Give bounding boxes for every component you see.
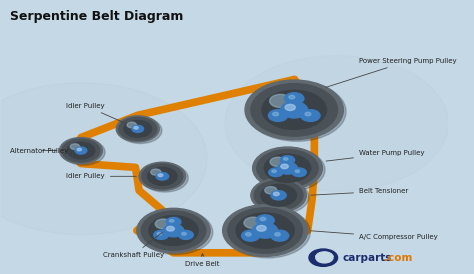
Circle shape bbox=[75, 147, 87, 154]
Circle shape bbox=[261, 184, 296, 206]
Circle shape bbox=[264, 154, 311, 182]
Text: A/C Compressor Pulley: A/C Compressor Pulley bbox=[311, 231, 438, 240]
Text: Alternator Pulley: Alternator Pulley bbox=[10, 148, 69, 153]
Circle shape bbox=[255, 149, 325, 191]
Circle shape bbox=[151, 169, 161, 175]
Circle shape bbox=[147, 167, 177, 185]
Circle shape bbox=[281, 164, 288, 169]
Circle shape bbox=[137, 208, 210, 253]
Circle shape bbox=[134, 127, 138, 129]
Circle shape bbox=[236, 213, 294, 248]
Circle shape bbox=[244, 217, 263, 229]
Circle shape bbox=[268, 110, 288, 121]
Circle shape bbox=[253, 223, 278, 238]
Circle shape bbox=[139, 210, 213, 255]
Circle shape bbox=[142, 164, 188, 192]
Circle shape bbox=[264, 187, 277, 194]
Text: Crankshaft Pulley: Crankshaft Pulley bbox=[103, 232, 164, 258]
Circle shape bbox=[223, 205, 308, 256]
Circle shape bbox=[166, 226, 174, 231]
Text: Power Steering Pump Pulley: Power Steering Pump Pulley bbox=[326, 58, 456, 87]
Circle shape bbox=[141, 211, 206, 250]
Circle shape bbox=[178, 230, 193, 239]
Circle shape bbox=[246, 233, 251, 236]
Circle shape bbox=[225, 56, 448, 191]
Circle shape bbox=[281, 156, 295, 164]
Text: Idler Pulley: Idler Pulley bbox=[66, 173, 137, 179]
Text: carparts: carparts bbox=[343, 253, 392, 263]
Circle shape bbox=[142, 164, 183, 189]
Circle shape bbox=[127, 122, 137, 128]
Circle shape bbox=[0, 83, 207, 235]
Circle shape bbox=[116, 116, 159, 142]
Circle shape bbox=[251, 84, 337, 136]
Circle shape bbox=[273, 112, 279, 116]
Circle shape bbox=[157, 232, 162, 235]
Circle shape bbox=[169, 219, 174, 222]
Circle shape bbox=[254, 181, 303, 210]
Circle shape bbox=[284, 93, 304, 104]
Circle shape bbox=[289, 95, 295, 99]
Circle shape bbox=[285, 104, 295, 110]
Circle shape bbox=[70, 144, 80, 150]
Circle shape bbox=[166, 218, 181, 226]
Circle shape bbox=[295, 170, 300, 173]
Circle shape bbox=[272, 170, 276, 173]
Circle shape bbox=[62, 139, 105, 165]
Text: Drive Belt: Drive Belt bbox=[185, 254, 220, 267]
Circle shape bbox=[154, 230, 169, 239]
Circle shape bbox=[77, 148, 82, 151]
Text: Idler Pulley: Idler Pulley bbox=[66, 103, 126, 124]
Circle shape bbox=[163, 224, 184, 237]
Circle shape bbox=[271, 191, 286, 200]
Circle shape bbox=[251, 178, 306, 212]
Circle shape bbox=[182, 232, 186, 235]
Circle shape bbox=[156, 173, 169, 180]
Circle shape bbox=[271, 230, 289, 241]
Circle shape bbox=[225, 206, 310, 258]
Text: Water Pump Pulley: Water Pump Pulley bbox=[326, 150, 425, 161]
Circle shape bbox=[228, 208, 302, 253]
Circle shape bbox=[158, 174, 163, 177]
Text: Serpentine Belt Diagram: Serpentine Belt Diagram bbox=[10, 10, 184, 22]
Text: .com: .com bbox=[384, 253, 412, 263]
Circle shape bbox=[155, 219, 171, 229]
Circle shape bbox=[257, 150, 318, 187]
Circle shape bbox=[305, 112, 311, 116]
Circle shape bbox=[124, 121, 152, 137]
Circle shape bbox=[119, 117, 156, 140]
Circle shape bbox=[309, 249, 337, 266]
Circle shape bbox=[62, 139, 100, 162]
Circle shape bbox=[254, 180, 309, 214]
Circle shape bbox=[292, 168, 306, 176]
Circle shape bbox=[242, 230, 260, 241]
Circle shape bbox=[248, 82, 346, 141]
Circle shape bbox=[301, 110, 320, 121]
Circle shape bbox=[316, 252, 333, 263]
Circle shape bbox=[270, 157, 285, 167]
Circle shape bbox=[245, 80, 343, 140]
Circle shape bbox=[283, 158, 288, 160]
Circle shape bbox=[275, 233, 280, 236]
Circle shape bbox=[269, 168, 283, 176]
Circle shape bbox=[256, 226, 266, 231]
Circle shape bbox=[278, 162, 297, 174]
Circle shape bbox=[119, 118, 162, 144]
Circle shape bbox=[273, 192, 279, 196]
Circle shape bbox=[149, 216, 198, 246]
Circle shape bbox=[139, 162, 186, 190]
Circle shape bbox=[281, 102, 308, 118]
Circle shape bbox=[270, 94, 291, 107]
Text: Belt Tensioner: Belt Tensioner bbox=[311, 188, 408, 195]
Circle shape bbox=[260, 217, 265, 221]
Circle shape bbox=[67, 142, 95, 159]
Circle shape bbox=[253, 147, 322, 189]
Circle shape bbox=[132, 125, 144, 132]
Circle shape bbox=[256, 215, 274, 226]
Circle shape bbox=[262, 90, 327, 129]
Circle shape bbox=[60, 138, 102, 164]
